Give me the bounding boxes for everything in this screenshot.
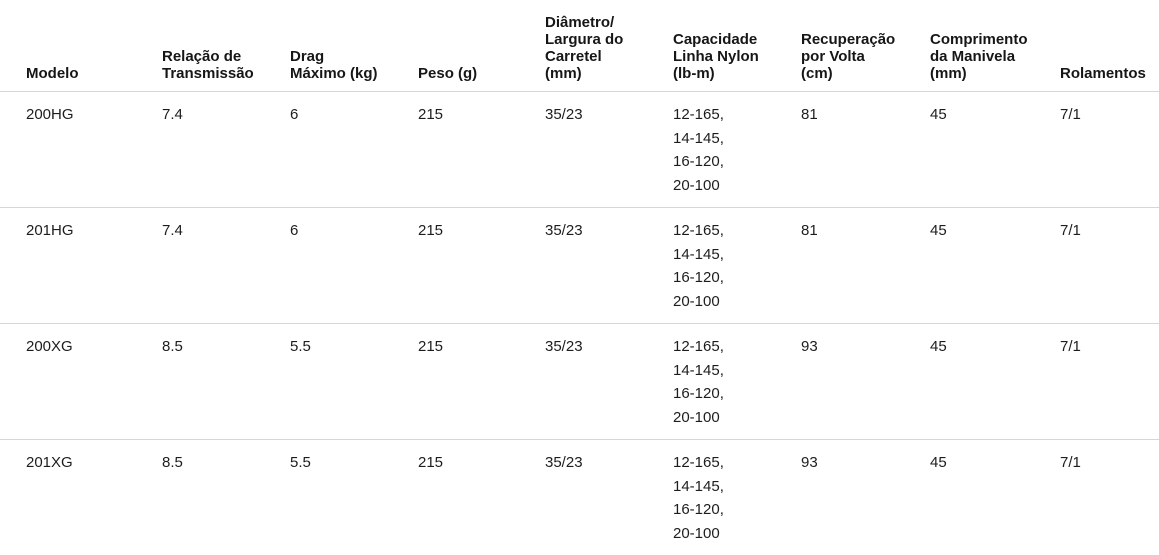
cell-recuperacao-volta: 93 (801, 323, 930, 440)
cell-comprimento-manivela: 45 (930, 323, 1060, 440)
col-header-recuperacao-volta: Recuperação por Volta (cm) (801, 0, 930, 92)
header-row: Modelo Relação de Transmissão Drag Máxim… (0, 0, 1159, 92)
cell-peso: 215 (418, 207, 545, 324)
cell-comprimento-manivela: 45 (930, 91, 1060, 208)
cell-relacao-transmissao: 7.4 (162, 91, 290, 208)
cell-peso: 215 (418, 454, 444, 471)
cell-recuperacao-volta: 93 (801, 454, 818, 471)
cell-capacidade-nylon: 12-165, 14-145, 16-120, 20-100 (673, 91, 801, 208)
col-header-comprimento-manivela: Comprimento da Manivela (mm) (930, 0, 1060, 92)
col-header-rolamentos: Rolamentos (1060, 0, 1159, 92)
table-body: 200HG 7.4 6 215 35/23 12-165, 14-145, 16… (0, 91, 1159, 555)
cell-comprimento-manivela: 45 (930, 454, 947, 471)
cell-relacao-transmissao: 8.5 (162, 323, 290, 440)
col-header-capacidade-nylon: Capacidade Linha Nylon (lb-m) (673, 0, 801, 92)
table-header: Modelo Relação de Transmissão Drag Máxim… (0, 0, 1159, 92)
cell-rolamentos: 7/1 (1060, 207, 1159, 324)
cell-recuperacao-volta: 81 (801, 207, 930, 324)
cell-relacao-transmissao: 8.5 (162, 454, 183, 471)
cell-drag-maximo: 6 (290, 91, 418, 208)
cell-rolamentos: 7/1 (1060, 323, 1159, 440)
col-header-modelo: Modelo (0, 0, 162, 92)
cell-peso: 215 (418, 323, 545, 440)
col-header-peso: Peso (g) (418, 0, 545, 92)
cell-recuperacao-volta: 81 (801, 91, 930, 208)
cell-drag-maximo: 6 (290, 207, 418, 324)
cell-capacidade-nylon: 12-165, 14-145, 16-120, 20-100 (673, 323, 801, 440)
cell-capacidade-nylon: 12-165, 14-145, 16-120, 20-100 (673, 207, 801, 324)
cell-comprimento-manivela: 45 (930, 207, 1060, 324)
cell-rolamentos: 7/1 (1060, 91, 1159, 208)
cell-diametro-largura: 35/23 (545, 207, 673, 324)
table-row: 201XG 8.5 5.5 215 35/23 12-165, 14-145, … (0, 440, 1159, 555)
cell-drag-maximo: 5.5 (290, 454, 311, 471)
cell-modelo: 201HG (0, 207, 162, 324)
cell-diametro-largura: 35/23 (545, 323, 673, 440)
cell-rolamentos: 7/1 (1060, 454, 1081, 471)
cell-diametro-largura: 35/23 (545, 91, 673, 208)
cell-modelo: 201XG (26, 454, 73, 471)
cell-capacidade-nylon: 12-165, 14-145, 16-120, 20-100 (673, 454, 724, 542)
cell-modelo: 200HG (0, 91, 162, 208)
table-row: 200XG 8.5 5.5 215 35/23 12-165, 14-145, … (0, 323, 1159, 440)
cell-relacao-transmissao: 7.4 (162, 207, 290, 324)
cell-diametro-largura: 35/23 (545, 454, 583, 471)
table-row: 200HG 7.4 6 215 35/23 12-165, 14-145, 16… (0, 91, 1159, 208)
cell-modelo: 200XG (0, 323, 162, 440)
cell-peso: 215 (418, 91, 545, 208)
table-row: 201HG 7.4 6 215 35/23 12-165, 14-145, 16… (0, 207, 1159, 324)
col-header-drag-maximo: Drag Máximo (kg) (290, 0, 418, 92)
col-header-relacao-transmissao: Relação de Transmissão (162, 0, 290, 92)
cell-drag-maximo: 5.5 (290, 323, 418, 440)
col-header-diametro-largura: Diâmetro/ Largura do Carretel (mm) (545, 0, 673, 92)
